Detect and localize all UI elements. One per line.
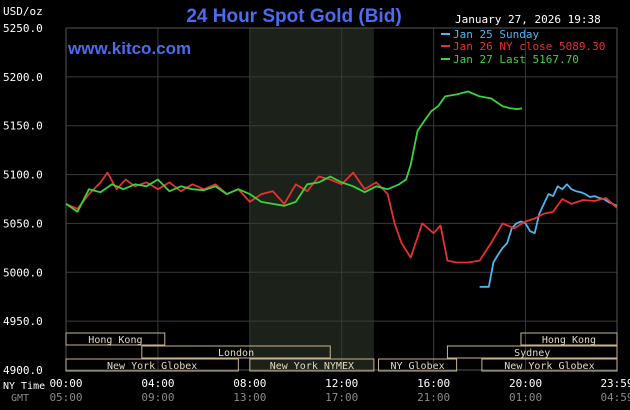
legend-label-ny-close: Jan 26 NY close 5089.30 <box>453 40 605 53</box>
ny-time-label: NY Time <box>3 381 45 392</box>
legend: Jan 25 Sunday Jan 26 NY close 5089.30 Ja… <box>441 28 605 66</box>
series-line-0 <box>479 183 618 288</box>
grid-layer <box>65 27 618 371</box>
y-tick-label: 4900.0 <box>3 364 43 377</box>
x-tick-label-gmt: 21:00 <box>417 391 450 404</box>
x-tick-label-gmt: 01:00 <box>509 391 542 404</box>
y-tick-label: 5100.0 <box>3 169 43 182</box>
session-label: NY Globex <box>390 361 444 372</box>
session-bar <box>65 332 166 346</box>
y-tick-label: 5150.0 <box>3 120 43 133</box>
legend-label-sunday: Jan 25 Sunday <box>453 28 539 41</box>
session-bar <box>141 345 331 359</box>
x-tick-label-ny: 12:00 <box>325 377 358 390</box>
session-bar <box>446 345 618 359</box>
session-label: New York Globex <box>107 361 197 372</box>
session-label: Sydney <box>514 348 550 359</box>
y-tick-label: 5250.0 <box>3 22 43 35</box>
x-tick-label-ny: 04:00 <box>141 377 174 390</box>
x-tick-label-gmt: 09:00 <box>141 391 174 404</box>
session-label: New York Globex <box>504 361 594 372</box>
nymex-shade-layer <box>249 28 374 370</box>
session-label: Hong Kong <box>88 335 142 346</box>
x-tick-label-gmt: 13:00 <box>233 391 266 404</box>
chart-title: 24 Hour Spot Gold (Bid) <box>186 6 401 27</box>
x-tick-label-gmt: 17:00 <box>325 391 358 404</box>
series-layer <box>65 90 618 288</box>
x-tick-label-ny: 00:00 <box>49 377 82 390</box>
session-bar <box>377 358 458 372</box>
timestamp: January 27, 2026 19:38 <box>455 13 601 26</box>
session-bar <box>520 332 618 346</box>
x-tick-label-ny: 20:00 <box>509 377 542 390</box>
session-bar <box>249 358 375 372</box>
legend-label-last: Jan 27 Last 5167.70 <box>453 53 579 66</box>
source-watermark: www.kitco.com <box>67 39 191 58</box>
y-tick-label: 5050.0 <box>3 217 43 230</box>
session-label: London <box>218 348 254 359</box>
session-bar <box>65 358 239 372</box>
gmt-label: GMT <box>11 393 29 404</box>
x-tick-label-ny: 23:59 <box>600 377 630 390</box>
x-tick-label-ny: 08:00 <box>233 377 266 390</box>
session-bars-layer: Hong Kong Hong Kong London Sydney New York G… <box>65 332 618 372</box>
session-label: New York NYMEX <box>270 361 354 372</box>
y-axis-label: USD/oz <box>3 5 43 18</box>
y-tick-label: 5000.0 <box>3 266 43 279</box>
y-tick-label: 5200.0 <box>3 71 43 84</box>
nymex-session-shade <box>249 28 374 370</box>
series-line-1 <box>65 171 618 264</box>
x-tick-label-gmt: 05:00 <box>49 391 82 404</box>
axis-layer: 5250.0 5200.0 5150.0 5100.0 5050.0 5000.0 4950… <box>3 22 630 404</box>
series-line-2 <box>65 90 523 213</box>
session-label: Hong Kong <box>542 335 596 346</box>
session-bar <box>481 358 618 372</box>
y-tick-label: 4950.0 <box>3 315 43 328</box>
x-tick-label-gmt: 04:59 <box>600 391 630 404</box>
x-tick-label-ny: 16:00 <box>417 377 450 390</box>
plot-border <box>65 27 618 371</box>
